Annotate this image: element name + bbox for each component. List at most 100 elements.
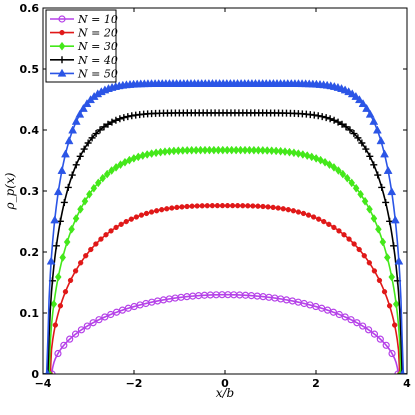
- data-point: [394, 256, 404, 265]
- data-point: [275, 205, 281, 211]
- data-point: [84, 139, 92, 147]
- data-point: [255, 203, 261, 209]
- data-point: [169, 205, 175, 211]
- data-point: [241, 145, 249, 155]
- data-point: [335, 166, 342, 175]
- data-point: [204, 203, 210, 209]
- data-point: [336, 228, 342, 234]
- data-point: [235, 203, 241, 209]
- data-point: [80, 145, 88, 153]
- data-point: [362, 145, 370, 153]
- data-point: [317, 155, 324, 165]
- legend-entry: N = 30: [50, 40, 118, 53]
- data-point: [369, 116, 379, 125]
- legend-label: N = 30: [77, 40, 118, 53]
- data-point: [350, 130, 358, 138]
- data-point: [364, 326, 373, 334]
- data-point: [272, 146, 280, 156]
- data-point: [295, 149, 302, 158]
- data-point: [179, 204, 185, 210]
- data-point: [78, 260, 84, 266]
- data-point: [57, 303, 64, 309]
- data-point: [48, 370, 56, 374]
- data-point: [118, 221, 124, 227]
- legend: N = 10N = 20N = 30N = 40N = 50: [45, 9, 118, 83]
- series-layer: [43, 78, 407, 374]
- data-point: [62, 289, 69, 295]
- data-point: [277, 146, 284, 156]
- data-point: [81, 196, 89, 206]
- data-point: [387, 187, 397, 196]
- data-point: [89, 319, 97, 327]
- data-point: [64, 183, 72, 191]
- legend-label: N = 40: [77, 54, 118, 67]
- data-point: [83, 253, 89, 259]
- data-point: [366, 152, 374, 160]
- data-point: [59, 253, 67, 262]
- y-tick-label: 0.5: [20, 63, 40, 76]
- data-point: [224, 202, 231, 209]
- data-point: [268, 146, 275, 156]
- data-point: [215, 145, 222, 155]
- data-point: [390, 215, 400, 224]
- data-point: [383, 253, 391, 262]
- data-point: [357, 189, 364, 199]
- data-point: [210, 145, 218, 155]
- data-point: [353, 319, 361, 327]
- data-point: [316, 216, 322, 222]
- data-point: [330, 162, 338, 172]
- data-point: [209, 203, 215, 209]
- data-point: [68, 224, 75, 234]
- data-point: [83, 322, 91, 330]
- data-point: [388, 272, 396, 282]
- data-point: [382, 198, 390, 206]
- data-point: [352, 183, 360, 193]
- data-point: [366, 260, 372, 266]
- y-tick-label: 0.3: [20, 185, 40, 198]
- data-point: [59, 29, 65, 36]
- data-point: [123, 218, 129, 225]
- data-point: [103, 169, 111, 179]
- data-point: [179, 146, 187, 155]
- data-point: [376, 277, 383, 284]
- data-point: [159, 207, 165, 213]
- data-point: [219, 202, 226, 209]
- data-point: [138, 212, 145, 218]
- data-point: [362, 103, 372, 112]
- series-n10: [43, 291, 407, 374]
- data-point: [299, 150, 307, 159]
- data-point: [112, 116, 120, 124]
- data-point: [183, 145, 191, 155]
- data-point: [72, 268, 79, 274]
- data-point: [361, 253, 367, 259]
- data-point: [99, 173, 107, 183]
- axes-layer: −4 −2 0 2 4 0 0.1 0.2 0.3 0.4 0.5 0.6: [20, 2, 412, 390]
- data-point: [54, 272, 62, 282]
- data-point: [100, 123, 108, 131]
- data-point: [312, 153, 320, 163]
- data-point: [270, 204, 276, 211]
- data-point: [366, 204, 373, 214]
- data-point: [380, 149, 389, 158]
- data-point: [379, 237, 387, 247]
- data-point: [334, 118, 342, 126]
- data-point: [63, 237, 71, 247]
- data-point: [116, 115, 124, 123]
- data-point: [52, 242, 60, 250]
- data-point: [310, 214, 317, 220]
- data-point: [108, 118, 116, 126]
- data-point: [338, 120, 346, 128]
- data-point: [392, 299, 400, 309]
- data-point: [399, 369, 406, 374]
- data-point: [124, 113, 132, 121]
- data-point: [96, 126, 104, 134]
- data-point: [46, 256, 56, 265]
- data-point: [104, 120, 112, 128]
- y-tick-label: 0.1: [20, 307, 40, 320]
- data-point: [188, 145, 195, 155]
- x-tick-label: 0: [221, 377, 229, 390]
- data-point: [375, 224, 382, 234]
- x-tick-label: 4: [403, 377, 411, 390]
- data-point: [346, 126, 354, 134]
